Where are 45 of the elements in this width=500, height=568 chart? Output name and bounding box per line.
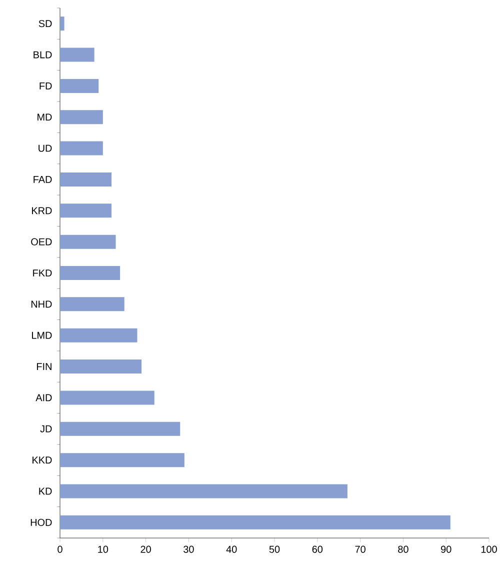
y-tick-label: LMD xyxy=(32,332,52,339)
x-tick-label: 90 xyxy=(441,546,452,553)
y-tick-label: JD xyxy=(40,425,52,432)
y-tick-label: AID xyxy=(36,394,52,402)
bar xyxy=(60,266,120,280)
x-tick-label: 50 xyxy=(269,546,280,553)
x-tick-label: 20 xyxy=(140,546,151,553)
bar xyxy=(60,297,124,312)
bar xyxy=(60,141,103,156)
y-tick-label: UD xyxy=(38,144,52,152)
bar xyxy=(60,484,348,498)
bar xyxy=(60,422,180,436)
y-tick-label: MD xyxy=(38,114,52,121)
bar xyxy=(60,234,116,249)
bar xyxy=(60,172,112,186)
y-tick-label: NHD xyxy=(31,300,52,308)
bar xyxy=(60,16,64,31)
y-tick-label: FD xyxy=(40,82,52,90)
x-tick-label: 10 xyxy=(98,546,108,553)
x-tick-label: 80 xyxy=(398,546,408,553)
bar xyxy=(60,78,99,93)
bar xyxy=(60,453,184,468)
bar xyxy=(60,390,154,405)
x-tick-label: 100 xyxy=(481,546,497,553)
x-tick-label: 40 xyxy=(226,546,237,553)
x-tick-label: 30 xyxy=(184,546,194,553)
bar xyxy=(60,360,142,374)
x-tick-label: 0 xyxy=(58,546,62,553)
y-tick-label: KD xyxy=(39,488,52,495)
y-tick-label: BLD xyxy=(34,51,52,58)
x-tick-label: 60 xyxy=(312,546,323,553)
y-tick-label: KKD xyxy=(32,456,52,464)
bar xyxy=(60,110,103,124)
y-tick-label: FKD xyxy=(33,270,52,276)
y-tick-label: FAD xyxy=(34,176,52,183)
bar xyxy=(60,204,112,218)
y-tick-label: OED xyxy=(31,238,52,246)
bar xyxy=(60,515,450,530)
y-tick-label: SD xyxy=(38,20,52,28)
y-tick-label: FIN xyxy=(36,363,52,370)
bar xyxy=(60,48,94,62)
y-tick-label: HOD xyxy=(30,518,52,526)
y-tick-label: KRD xyxy=(32,207,52,214)
bar xyxy=(60,328,138,342)
x-tick-label: 70 xyxy=(355,546,366,553)
